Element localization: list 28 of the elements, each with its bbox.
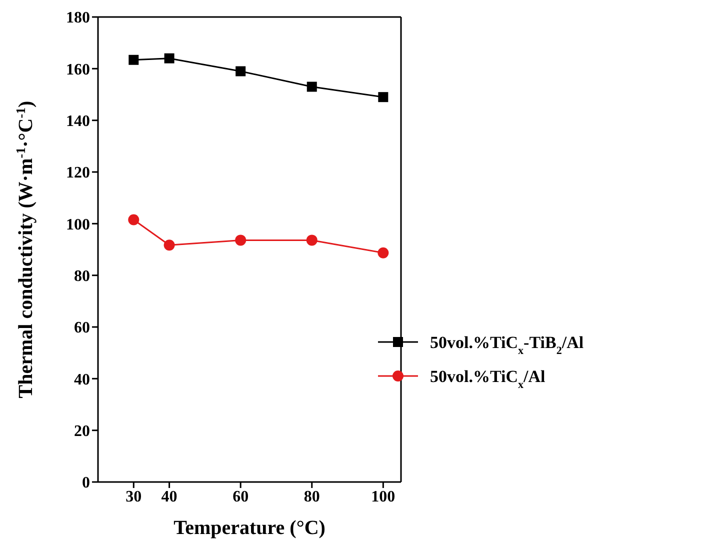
point: [306, 234, 318, 246]
point: [128, 54, 139, 65]
x-tick-label: 30: [126, 488, 142, 506]
y-tick-label: 140: [66, 113, 90, 130]
point: [164, 53, 174, 64]
y-tick-label: 40: [74, 371, 90, 388]
point: [235, 234, 246, 246]
legend-label: 50vol.%TiC$_{x}$-TiB$_{2}$/Al: [430, 333, 584, 357]
y-tick-label: 80: [74, 268, 90, 286]
legend-label: 50vol.%TiC$_{x}$/Al: [430, 367, 546, 391]
y-tick-label: 20: [74, 423, 90, 440]
y-tick-label: 60: [74, 320, 90, 337]
x-axis-title: Temperature (°C): [174, 517, 326, 539]
y-tick-label: 180: [66, 10, 90, 27]
x-tick-label: 60: [232, 488, 249, 506]
point: [236, 66, 246, 76]
point: [164, 240, 175, 251]
x-tick-label: 80: [304, 488, 320, 506]
y-tick-label: 160: [66, 61, 90, 78]
point: [128, 214, 140, 226]
y-tick-label: 100: [66, 216, 90, 234]
y-tick-label: 120: [66, 164, 90, 182]
x-tick-label: 40: [161, 488, 178, 506]
point: [306, 82, 317, 92]
point: [378, 247, 389, 258]
y-tick-label: 0: [82, 474, 90, 492]
point: [378, 92, 388, 102]
x-tick-label: 100: [371, 488, 396, 506]
